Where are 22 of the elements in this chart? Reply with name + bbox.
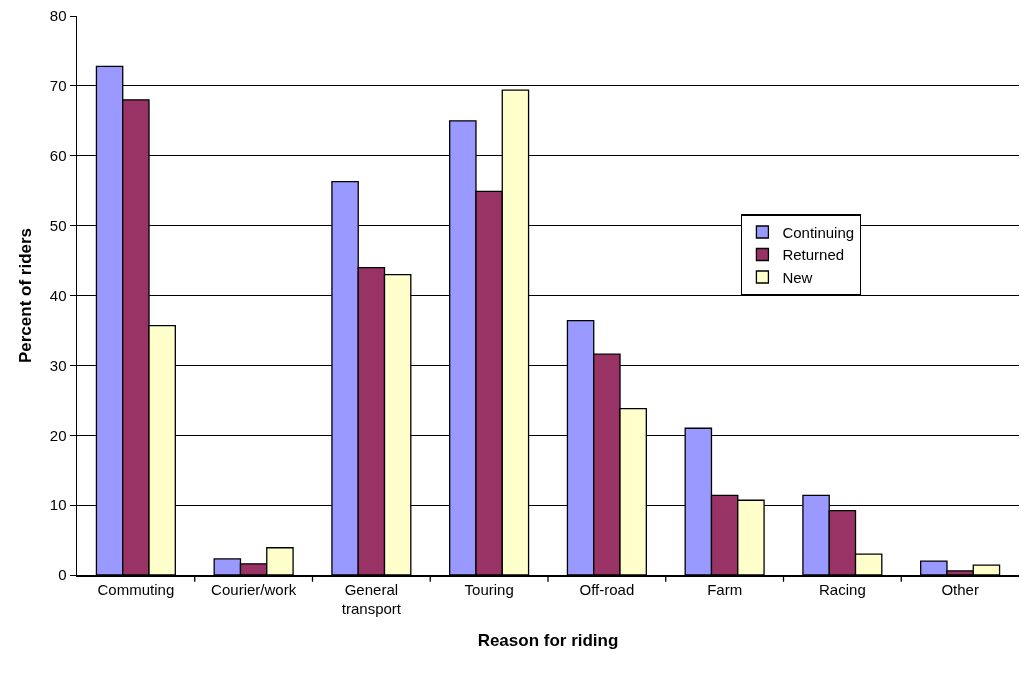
- legend-label: Returned: [782, 246, 845, 264]
- x-tick-label: Commuting: [97, 580, 175, 598]
- legend-label: New: [782, 268, 813, 286]
- x-tick-label: Farm: [707, 580, 743, 598]
- y-tick-label: 60: [49, 147, 67, 164]
- x-axis-title: Reason for riding: [477, 631, 619, 651]
- y-tick-label: 30: [49, 356, 67, 374]
- y-tick-label: 0: [58, 566, 67, 584]
- y-tick-label: 20: [49, 426, 67, 444]
- y-tick-label: 50: [49, 216, 67, 234]
- x-tick-label: General transport: [341, 580, 402, 617]
- y-axis-title: Percent of riders: [15, 227, 35, 364]
- y-tick-label: 70: [49, 77, 67, 95]
- x-tick-label: Courier/work: [211, 580, 297, 598]
- x-tick-label: Other: [941, 580, 979, 598]
- y-tick-label: 80: [49, 7, 67, 25]
- x-tick-label: Off-road: [579, 580, 635, 598]
- y-tick-label: 40: [49, 286, 67, 304]
- x-tick-label: Racing: [819, 580, 866, 598]
- legend-label: Continuing: [782, 223, 855, 241]
- x-tick-label: Touring: [464, 580, 514, 598]
- y-tick-label: 10: [49, 496, 67, 514]
